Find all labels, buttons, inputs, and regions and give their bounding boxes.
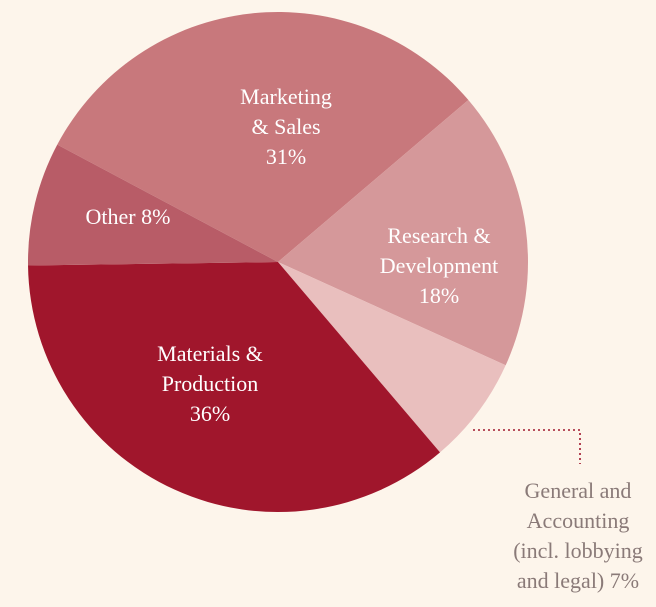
slice-label-line: (incl. lobbying [513, 538, 643, 563]
slice-other [27, 144, 278, 266]
slice-general-and-accounting-incl-lobbying-and-legal [278, 262, 506, 453]
pie-slices [27, 12, 528, 512]
slice-label-line: Accounting [527, 508, 630, 533]
slice-research-development [278, 99, 528, 366]
slice-label-1: Marketing & Sales 31% [240, 84, 332, 169]
slice-label-line: and legal) 7% [517, 568, 639, 593]
slice-label-line: Production [162, 371, 259, 396]
slice-label-line: Marketing [240, 84, 332, 109]
slice-label-line: & Sales [251, 114, 320, 139]
slice-label-4: Materials & Production 36% [157, 341, 263, 426]
slice-label-line: General and [525, 478, 632, 503]
slice-label-line: 36% [190, 401, 230, 426]
slice-marketing-sales [57, 12, 469, 263]
slice-label-line: 31% [266, 144, 306, 169]
slice-label-line: Research & [387, 223, 490, 248]
slice-label-line: Development [380, 253, 499, 278]
slice-label-3: General and Accounting (incl. lobbying and … [513, 478, 643, 593]
slice-label-line: 18% [419, 283, 459, 308]
slice-labels: Marketing & Sales 31% Research & Development… [86, 84, 643, 593]
leader-line-general-accounting [473, 429, 581, 464]
slice-materials-production [28, 262, 441, 512]
slice-label-line: Other 8% [86, 204, 171, 229]
slice-label-5: Other 8% [86, 204, 171, 229]
slice-label-line: Materials & [157, 341, 263, 366]
slice-label-2: Research & Development 18% [380, 223, 499, 308]
